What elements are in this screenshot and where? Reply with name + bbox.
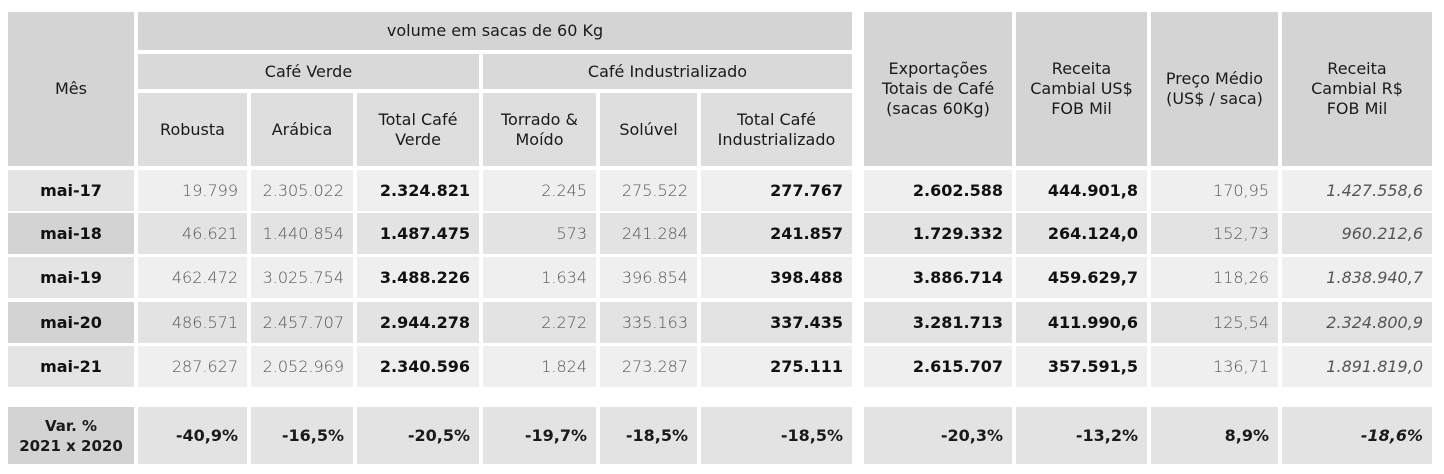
header-arabica: Arábica [251, 93, 353, 166]
cell-soluvel: 275.522 [600, 170, 697, 211]
header-robusta: Robusta [138, 93, 247, 166]
variation-receita-brl: -18,6% [1282, 407, 1432, 464]
cell-robusta: 19.799 [138, 170, 247, 211]
cell-arabica: 1.440.854 [251, 213, 353, 254]
cell-receita-brl: 2.324.800,9 [1282, 302, 1432, 343]
variation-exportacoes: -20,3% [864, 407, 1012, 464]
row-month-label: mai-18 [8, 213, 134, 254]
cell-total-ind: 241.857 [701, 213, 852, 254]
cell-torrado: 1.634 [483, 257, 596, 298]
header-volume: volume em sacas de 60 Kg [138, 12, 852, 50]
cell-total-ind: 398.488 [701, 257, 852, 298]
cell-torrado: 1.824 [483, 346, 596, 387]
cell-robusta: 46.621 [138, 213, 247, 254]
variation-arabica: -16,5% [251, 407, 353, 464]
header-preco: Preço Médio (US$ / saca) [1151, 12, 1278, 166]
cell-arabica: 2.305.022 [251, 170, 353, 211]
header-torrado: Torrado & Moído [483, 93, 596, 166]
cell-receita-usd: 411.990,6 [1016, 302, 1147, 343]
row-month-label: mai-20 [8, 302, 134, 343]
cell-exportacoes: 1.729.332 [864, 213, 1012, 254]
cell-exportacoes: 3.281.713 [864, 302, 1012, 343]
cell-preco: 152,73 [1151, 213, 1278, 254]
variation-receita-usd: -13,2% [1016, 407, 1147, 464]
row-month-label: mai-21 [8, 346, 134, 387]
cell-torrado: 573 [483, 213, 596, 254]
cell-soluvel: 273.287 [600, 346, 697, 387]
cell-arabica: 2.052.969 [251, 346, 353, 387]
header-cafe-industrializado: Café Industrializado [483, 54, 852, 89]
cell-total-ind: 337.435 [701, 302, 852, 343]
variation-robusta: -40,9% [138, 407, 247, 464]
cell-torrado: 2.245 [483, 170, 596, 211]
cell-robusta: 462.472 [138, 257, 247, 298]
cell-exportacoes: 3.886.714 [864, 257, 1012, 298]
header-total-verde: Total Café Verde [357, 93, 479, 166]
cell-preco: 118,26 [1151, 257, 1278, 298]
header-receita-brl: Receita Cambial R$ FOB Mil [1282, 12, 1432, 166]
cell-preco: 170,95 [1151, 170, 1278, 211]
variation-label-line1: Var. % [44, 416, 98, 435]
cell-torrado: 2.272 [483, 302, 596, 343]
variation-total-ind: -18,5% [701, 407, 852, 464]
cell-receita-usd: 357.591,5 [1016, 346, 1147, 387]
cell-total-verde: 2.324.821 [357, 170, 479, 211]
cell-total-verde: 2.944.278 [357, 302, 479, 343]
variation-torrado: -19,7% [483, 407, 596, 464]
row-month-label: mai-17 [8, 170, 134, 211]
header-total-industrializado: Total Café Industrializado [701, 93, 852, 166]
header-mes: Mês [8, 12, 134, 166]
cell-total-verde: 3.488.226 [357, 257, 479, 298]
cell-receita-brl: 1.838.940,7 [1282, 257, 1432, 298]
header-cafe-verde: Café Verde [138, 54, 479, 89]
cell-total-ind: 275.111 [701, 346, 852, 387]
cell-preco: 136,71 [1151, 346, 1278, 387]
cell-receita-usd: 444.901,8 [1016, 170, 1147, 211]
header-exportacoes: Exportações Totais de Café (sacas 60Kg) [864, 12, 1012, 166]
cell-robusta: 486.571 [138, 302, 247, 343]
header-soluvel: Solúvel [600, 93, 697, 166]
cell-arabica: 2.457.707 [251, 302, 353, 343]
cell-total-verde: 2.340.596 [357, 346, 479, 387]
variation-label: Var. % 2021 x 2020 [8, 407, 134, 464]
cell-arabica: 3.025.754 [251, 257, 353, 298]
variation-label-line2: 2021 x 2020 [19, 436, 123, 455]
cell-exportacoes: 2.602.588 [864, 170, 1012, 211]
variation-soluvel: -18,5% [600, 407, 697, 464]
row-month-label: mai-19 [8, 257, 134, 298]
cell-exportacoes: 2.615.707 [864, 346, 1012, 387]
cell-receita-usd: 264.124,0 [1016, 213, 1147, 254]
variation-preco: 8,9% [1151, 407, 1278, 464]
cell-robusta: 287.627 [138, 346, 247, 387]
cell-receita-brl: 1.427.558,6 [1282, 170, 1432, 211]
cell-soluvel: 335.163 [600, 302, 697, 343]
cell-receita-brl: 960.212,6 [1282, 213, 1432, 254]
cell-receita-brl: 1.891.819,0 [1282, 346, 1432, 387]
header-receita-usd: Receita Cambial US$ FOB Mil [1016, 12, 1147, 166]
cell-soluvel: 241.284 [600, 213, 697, 254]
cell-receita-usd: 459.629,7 [1016, 257, 1147, 298]
cell-total-verde: 1.487.475 [357, 213, 479, 254]
cell-soluvel: 396.854 [600, 257, 697, 298]
cell-preco: 125,54 [1151, 302, 1278, 343]
cell-total-ind: 277.767 [701, 170, 852, 211]
variation-total-verde: -20,5% [357, 407, 479, 464]
